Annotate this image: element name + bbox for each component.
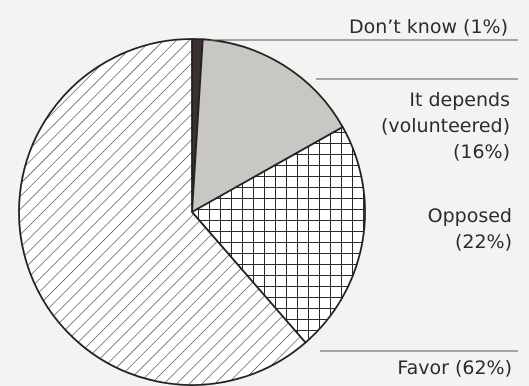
slice-label-line: Favor (62%) bbox=[397, 357, 512, 379]
leader-lines-layer bbox=[210, 39, 518, 352]
slice-label-depends: It depends (volunteered) (16%) bbox=[381, 89, 510, 163]
pie-slice-favor bbox=[18, 38, 307, 386]
slice-label-line: (16%) bbox=[453, 141, 510, 163]
slices-layer bbox=[18, 38, 366, 386]
slice-label-line: (volunteered) bbox=[381, 115, 510, 137]
slice-label-opposed: Opposed (22%) bbox=[428, 205, 512, 253]
pie-slice-opposed bbox=[190, 125, 366, 344]
slice-label-line: (22%) bbox=[455, 231, 512, 253]
labels-layer: Don’t know (1%) It depends (volunteered) (1… bbox=[349, 16, 512, 379]
slice-label-favor: Favor (62%) bbox=[397, 357, 512, 379]
slice-label-line: It depends bbox=[409, 89, 510, 111]
slice-label-dont_know: Don’t know (1%) bbox=[349, 16, 508, 38]
slice-label-line: Opposed bbox=[428, 205, 512, 227]
pie-slice-depends bbox=[190, 38, 344, 214]
slice-label-line: Don’t know (1%) bbox=[349, 16, 508, 38]
